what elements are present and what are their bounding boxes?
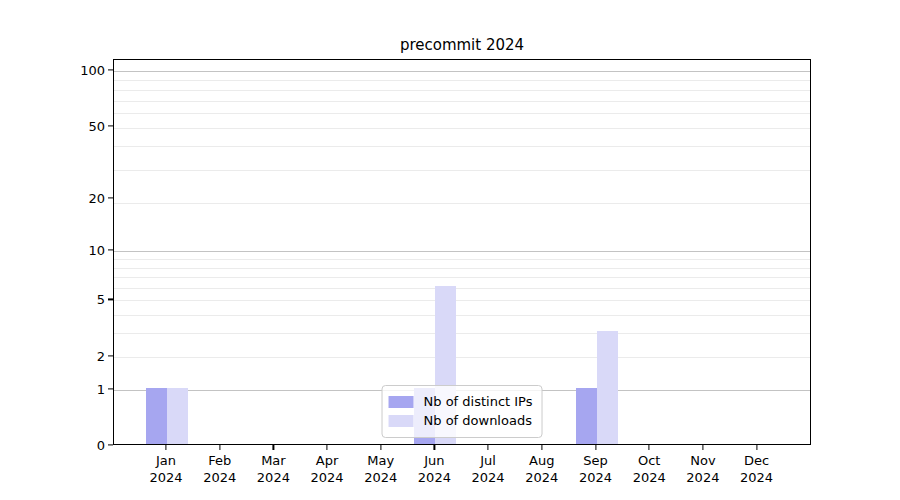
y-tick-mark-10 (108, 250, 113, 251)
legend-swatch-distinct-ips (389, 396, 414, 408)
y-tick-mark-2 (108, 355, 113, 356)
y-tick-label-5: 5 (97, 292, 105, 307)
gridline-minor (114, 101, 810, 102)
gridline-minor (114, 113, 810, 114)
x-tick-label-aug: Aug 2024 (525, 452, 558, 486)
x-tick-label-jul: Jul 2024 (472, 452, 505, 486)
legend: Nb of distinct IPs Nb of downloads (382, 385, 543, 438)
legend-label-downloads: Nb of downloads (424, 413, 532, 428)
gridline-minor (114, 146, 810, 147)
x-tick-mark-oct (649, 445, 650, 450)
y-tick-label-2: 2 (97, 348, 105, 363)
x-tick-label-apr: Apr 2024 (311, 452, 344, 486)
gridline-major-100 (114, 71, 810, 72)
gridline-minor (114, 288, 810, 289)
x-tick-mark-feb (219, 445, 220, 450)
gridline-minor (114, 90, 810, 91)
chart-figure: precommit 2024 Nb of distinct IPs Nb of … (0, 0, 900, 500)
gridline-minor (114, 203, 810, 204)
bar-nb-of-distinct-ips-jan (146, 388, 167, 444)
gridline-minor (114, 357, 810, 358)
y-tick-label-100: 100 (80, 63, 105, 78)
gridline-minor (114, 128, 810, 129)
gridline-minor (114, 259, 810, 260)
bar-nb-of-downloads-sep (597, 331, 618, 444)
gridline-major-10 (114, 251, 810, 252)
gridline-minor (114, 300, 810, 301)
x-tick-label-may: May 2024 (364, 452, 397, 486)
y-tick-mark-100 (108, 69, 113, 70)
x-tick-label-jun: Jun 2024 (418, 452, 451, 486)
legend-entry-distinct-ips: Nb of distinct IPs (389, 392, 533, 411)
x-tick-mark-sep (595, 445, 596, 450)
y-tick-mark-20 (108, 197, 113, 198)
y-tick-label-0: 0 (97, 438, 105, 453)
x-tick-label-nov: Nov 2024 (686, 452, 719, 486)
y-tick-mark-50 (108, 125, 113, 126)
gridline-minor (114, 268, 810, 269)
x-tick-label-dec: Dec 2024 (740, 452, 773, 486)
gridline-minor (114, 170, 810, 171)
legend-entry-downloads: Nb of downloads (389, 411, 533, 430)
x-tick-label-jan: Jan 2024 (149, 452, 182, 486)
x-tick-label-sep: Sep 2024 (579, 452, 612, 486)
y-tick-label-10: 10 (88, 243, 105, 258)
x-tick-mark-dec (756, 445, 757, 450)
y-tick-label-50: 50 (88, 118, 105, 133)
chart-title: precommit 2024 (113, 36, 811, 54)
bar-nb-of-distinct-ips-sep (576, 388, 597, 444)
x-tick-label-feb: Feb 2024 (203, 452, 236, 486)
plot-area: Nb of distinct IPs Nb of downloads (113, 59, 811, 445)
x-tick-mark-may (380, 445, 381, 450)
x-tick-label-oct: Oct 2024 (633, 452, 666, 486)
x-tick-mark-jan (165, 445, 166, 450)
bar-nb-of-downloads-jan (167, 388, 188, 444)
x-tick-mark-apr (327, 445, 328, 450)
y-tick-mark-1 (108, 388, 113, 389)
y-tick-label-1: 1 (97, 381, 105, 396)
x-tick-mark-jul (488, 445, 489, 450)
x-tick-mark-mar (273, 445, 274, 450)
x-tick-mark-aug (541, 445, 542, 450)
x-tick-mark-jun (434, 445, 435, 450)
gridline-minor (114, 333, 810, 334)
x-tick-label-mar: Mar 2024 (257, 452, 290, 486)
legend-swatch-downloads (389, 415, 414, 427)
y-tick-label-20: 20 (88, 190, 105, 205)
x-tick-mark-nov (702, 445, 703, 450)
gridline-minor (114, 315, 810, 316)
y-tick-mark-5 (108, 299, 113, 300)
legend-label-distinct-ips: Nb of distinct IPs (424, 394, 533, 409)
gridline-minor (114, 277, 810, 278)
y-tick-mark-0 (108, 444, 113, 445)
gridline-minor (114, 80, 810, 81)
